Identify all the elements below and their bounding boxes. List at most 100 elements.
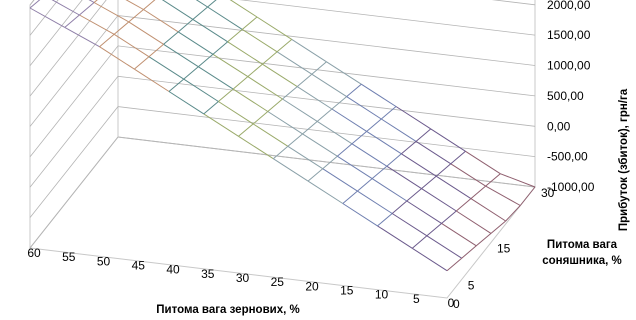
surface-line xyxy=(505,205,521,222)
surface-line xyxy=(421,175,437,189)
surface-line xyxy=(391,213,428,237)
z-gridline xyxy=(29,75,536,188)
surface-line xyxy=(346,96,382,120)
surface-line xyxy=(128,9,144,23)
surface-line xyxy=(252,111,269,125)
surface-line xyxy=(238,135,274,160)
surface-line xyxy=(411,235,428,249)
surface-line xyxy=(421,188,457,212)
floor xyxy=(29,136,536,299)
surface-line xyxy=(490,220,507,234)
x-tick-label: 35 xyxy=(201,267,215,281)
surface-line xyxy=(163,31,179,45)
surface-line xyxy=(366,130,402,155)
x-tick-label: 40 xyxy=(166,263,180,277)
surface-line xyxy=(287,133,303,147)
z-tick-label: 1500,00 xyxy=(547,28,591,42)
surface-line xyxy=(322,155,338,170)
z-tick-label: 1000,00 xyxy=(547,59,591,73)
surface-line xyxy=(380,106,397,120)
surface-line xyxy=(401,153,437,177)
x-tick-label: 50 xyxy=(97,254,111,268)
surface-line xyxy=(500,173,536,188)
surface-line xyxy=(276,51,313,75)
surface-line xyxy=(470,185,486,199)
x-tick-label: 25 xyxy=(271,275,285,289)
surface-line xyxy=(377,225,413,249)
surface-line xyxy=(366,118,382,132)
surface-line xyxy=(218,88,234,102)
surface-line xyxy=(446,257,463,272)
surface-line xyxy=(198,66,234,90)
surface-line xyxy=(177,19,194,33)
surface-line xyxy=(450,150,466,165)
z-gridline xyxy=(29,0,536,67)
surface-line xyxy=(296,73,313,87)
surface-line xyxy=(183,66,199,80)
surface-line xyxy=(192,6,208,20)
surface-line xyxy=(148,56,184,80)
surface-line xyxy=(79,2,95,16)
surface-line xyxy=(316,108,333,122)
surface-line xyxy=(426,235,462,259)
z-axis-ticks: 3000,002500,002000,001500,001000,00500,0… xyxy=(547,0,595,194)
x-tick-label: 60 xyxy=(27,246,41,260)
z-tick-label: 500,00 xyxy=(547,89,584,103)
surface-line xyxy=(322,168,358,192)
surface-line xyxy=(273,158,309,182)
y-tick-label: 30 xyxy=(541,186,555,200)
surface-line xyxy=(113,21,130,35)
surface-line xyxy=(148,43,164,58)
surface-line xyxy=(441,222,477,247)
surface-line xyxy=(361,83,397,107)
surface-line xyxy=(247,63,263,77)
surface-line xyxy=(134,68,170,92)
surface-line xyxy=(227,41,263,65)
z-gridline xyxy=(29,136,536,249)
surface-line xyxy=(485,173,501,187)
surface-line xyxy=(470,198,506,222)
surface-line xyxy=(99,33,115,48)
surface-line xyxy=(276,39,293,53)
surface-line xyxy=(307,180,344,204)
surface-line xyxy=(326,61,362,85)
surface-line xyxy=(133,56,150,70)
surface-line xyxy=(282,86,298,100)
surface-line xyxy=(311,61,327,75)
surface-line xyxy=(178,31,214,55)
y-tick-label: 5 xyxy=(468,279,475,293)
surface-line xyxy=(351,131,368,145)
surface-line xyxy=(331,96,347,110)
surface-line xyxy=(93,0,98,3)
surface-line xyxy=(455,198,472,212)
z-tick-label: -500,00 xyxy=(547,150,588,164)
x-tick-label: 20 xyxy=(305,279,319,293)
surface-line xyxy=(79,14,115,35)
surface-line xyxy=(415,140,452,165)
surface-line xyxy=(267,98,283,112)
surface-line xyxy=(336,143,353,157)
x-tick-label: 55 xyxy=(62,250,76,264)
surface-line xyxy=(212,41,229,55)
surface-line xyxy=(435,163,452,177)
surface-line xyxy=(272,145,289,160)
z-tick-label: 0,00 xyxy=(547,119,571,133)
surface-line xyxy=(456,210,492,234)
y-tick-label: 15 xyxy=(497,242,511,256)
z-tick-label: -1000,00 xyxy=(547,180,595,194)
surface-line xyxy=(93,2,130,23)
surface-line xyxy=(426,223,442,237)
surface-line xyxy=(207,6,243,30)
surface-line xyxy=(192,18,228,43)
surface-line xyxy=(371,178,408,202)
surface-line xyxy=(296,86,333,110)
surface-mesh xyxy=(29,0,536,272)
x-tick-label: 5 xyxy=(413,292,420,306)
z-axis-title: Прибуток (збиток), грн/га xyxy=(618,88,630,231)
surface-line xyxy=(430,128,466,152)
surface-line xyxy=(241,16,258,30)
surface-line xyxy=(386,165,422,190)
surface-line xyxy=(113,33,150,58)
x-tick-label: 45 xyxy=(132,259,146,273)
x-tick-label: 15 xyxy=(340,284,354,298)
